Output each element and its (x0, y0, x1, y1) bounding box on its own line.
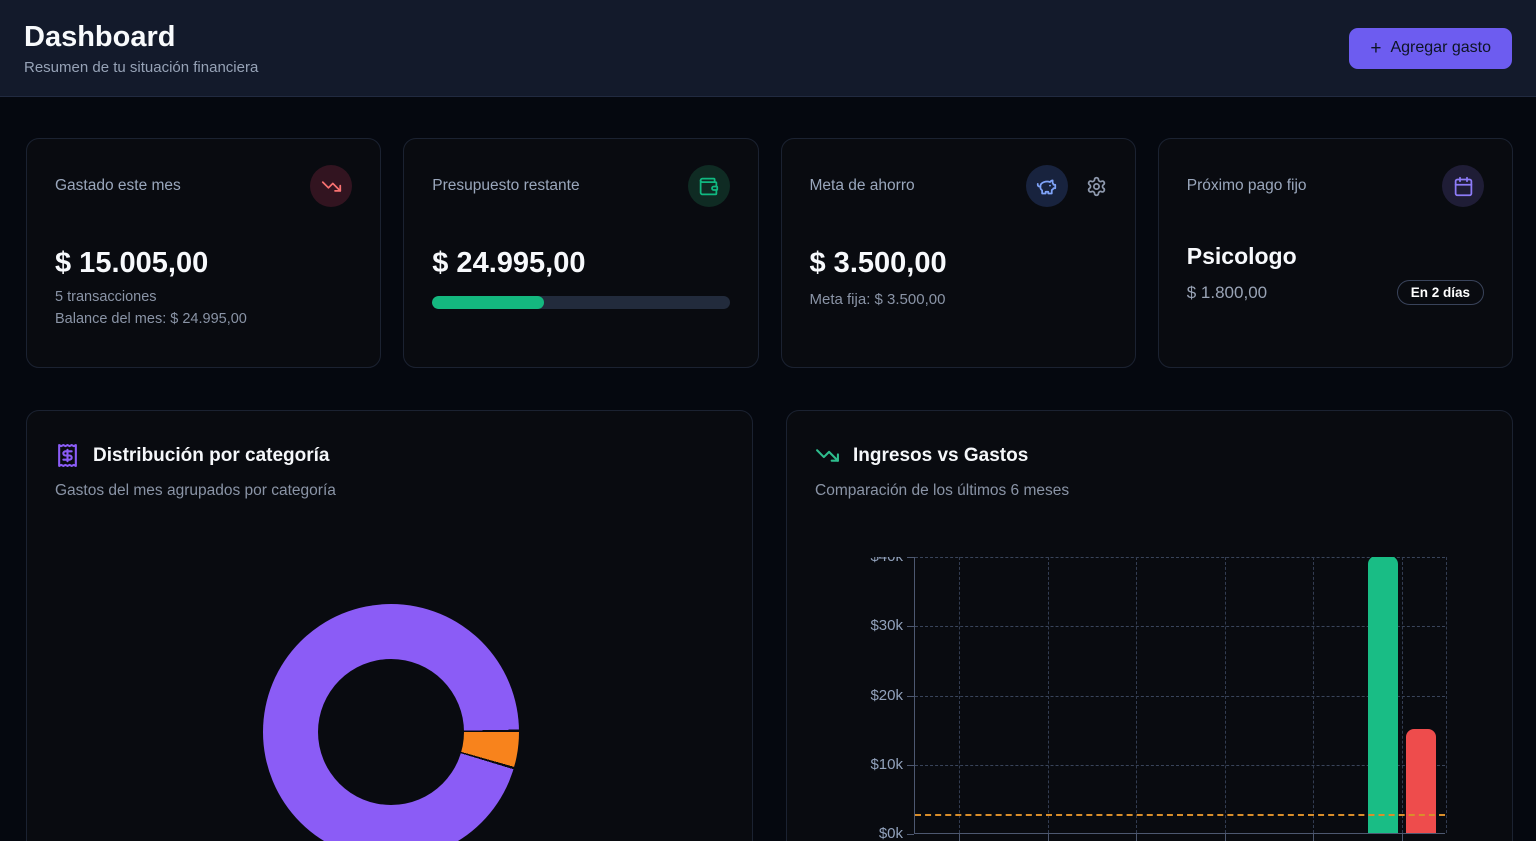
budget-value: $ 24.995,00 (432, 247, 586, 279)
donut-chart (263, 604, 519, 841)
bar-plot: $0k$10k$20k$30k$40kProm (870, 557, 1447, 841)
card-spent-this-month: Gastado este mes $ 15.005,00 5 transacci… (26, 138, 382, 368)
y-axis-tick (907, 626, 914, 628)
bar-ingresos (1367, 557, 1398, 833)
budget-label: Presupuesto restante (432, 177, 580, 194)
y-axis-label: $20k (870, 686, 903, 704)
calendar-icon (1442, 165, 1484, 207)
y-gridline (915, 764, 1445, 766)
bar-gastos (1405, 729, 1436, 833)
card-category-distribution: Distribución por categoría Gastos del me… (26, 410, 753, 841)
x-axis-tick (1401, 834, 1403, 841)
x-gridline (1401, 557, 1403, 833)
x-gridline (959, 557, 961, 833)
y-axis-tick (907, 764, 914, 766)
y-gridline (915, 626, 1445, 628)
y-axis-tick (907, 834, 914, 835)
y-axis-tick (907, 695, 914, 697)
wallet-icon (687, 165, 730, 207)
x-gridline (1224, 557, 1226, 833)
savings-label: Meta de ahorro (809, 177, 915, 194)
due-days-badge: En 2 días (1396, 280, 1484, 305)
x-axis-tick (959, 834, 961, 841)
plus-icon: + (1370, 37, 1382, 59)
y-axis-label: $10k (870, 755, 903, 773)
y-gridline (915, 695, 1445, 697)
settings-gear-icon[interactable] (1086, 176, 1107, 197)
payment-name: Psicologo (1186, 243, 1297, 269)
trending-down-icon (310, 165, 353, 207)
fixed-goal-text: Meta fija: $ 3.500,00 (809, 291, 946, 308)
bars-card-subtitle: Comparación de los últimos 6 meses (815, 482, 1070, 499)
stats-row: Gastado este mes $ 15.005,00 5 transacci… (26, 138, 1513, 368)
card-income-vs-expenses: Ingresos vs Gastos Comparación de los úl… (786, 410, 1513, 841)
donut-card-title: Distribución por categoría (93, 444, 330, 466)
plot-right-edge (1446, 557, 1447, 833)
x-gridline (1136, 557, 1138, 833)
piggy-bank-icon (1025, 165, 1068, 207)
card-remaining-budget: Presupuesto restante $ 24.995,00 (403, 138, 759, 368)
y-axis-tick (907, 557, 914, 558)
average-line (915, 813, 1445, 816)
trending-down-green-icon (815, 443, 840, 468)
savings-value: $ 3.500,00 (809, 247, 947, 279)
budget-progress-track (432, 296, 730, 309)
header-text-block: Dashboard Resumen de tu situación financ… (24, 21, 258, 76)
page-title: Dashboard (24, 20, 176, 53)
add-expense-label: Agregar gasto (1390, 39, 1491, 56)
spent-value: $ 15.005,00 (55, 247, 209, 279)
bar-chart: $0k$10k$20k$30k$40kProm (815, 557, 1486, 841)
next-payment-label: Próximo pago fijo (1186, 177, 1307, 194)
y-axis-label: $30k (870, 617, 903, 635)
charts-row: Distribución por categoría Gastos del me… (26, 410, 1513, 841)
month-balance: Balance del mes: $ 24.995,00 (55, 311, 247, 327)
add-expense-button[interactable]: + Agregar gasto (1349, 27, 1512, 69)
top-header: Dashboard Resumen de tu situación financ… (0, 0, 1536, 97)
main-content: Gastado este mes $ 15.005,00 5 transacci… (0, 97, 1536, 841)
payment-amount: $ 1.800,00 (1186, 282, 1268, 302)
y-axis-label: $0k (878, 825, 903, 841)
page-subtitle: Resumen de tu situación financiera (24, 58, 259, 76)
x-gridline (1047, 557, 1049, 833)
x-axis-tick (1313, 834, 1315, 841)
x-axis-tick (1136, 834, 1138, 841)
y-gridline (915, 557, 1445, 558)
x-gridline (1313, 557, 1315, 833)
spent-label: Gastado este mes (55, 177, 181, 194)
donut-card-subtitle: Gastos del mes agrupados por categoría (55, 482, 336, 499)
y-axis-label: $40k (843, 557, 903, 565)
card-savings-goal: Meta de ahorro $ 3.500,00 Meta fija: $ 3… (780, 138, 1136, 368)
x-axis-tick (1047, 834, 1049, 841)
budget-progress-fill (432, 296, 544, 309)
x-axis-tick (1224, 834, 1226, 841)
transactions-count: 5 transacciones (55, 289, 157, 305)
bars-card-title: Ingresos vs Gastos (853, 444, 1029, 466)
receipt-dollar-icon (55, 443, 80, 468)
card-next-fixed-payment: Próximo pago fijo Psicologo $ 1.800,00 E… (1157, 138, 1513, 368)
